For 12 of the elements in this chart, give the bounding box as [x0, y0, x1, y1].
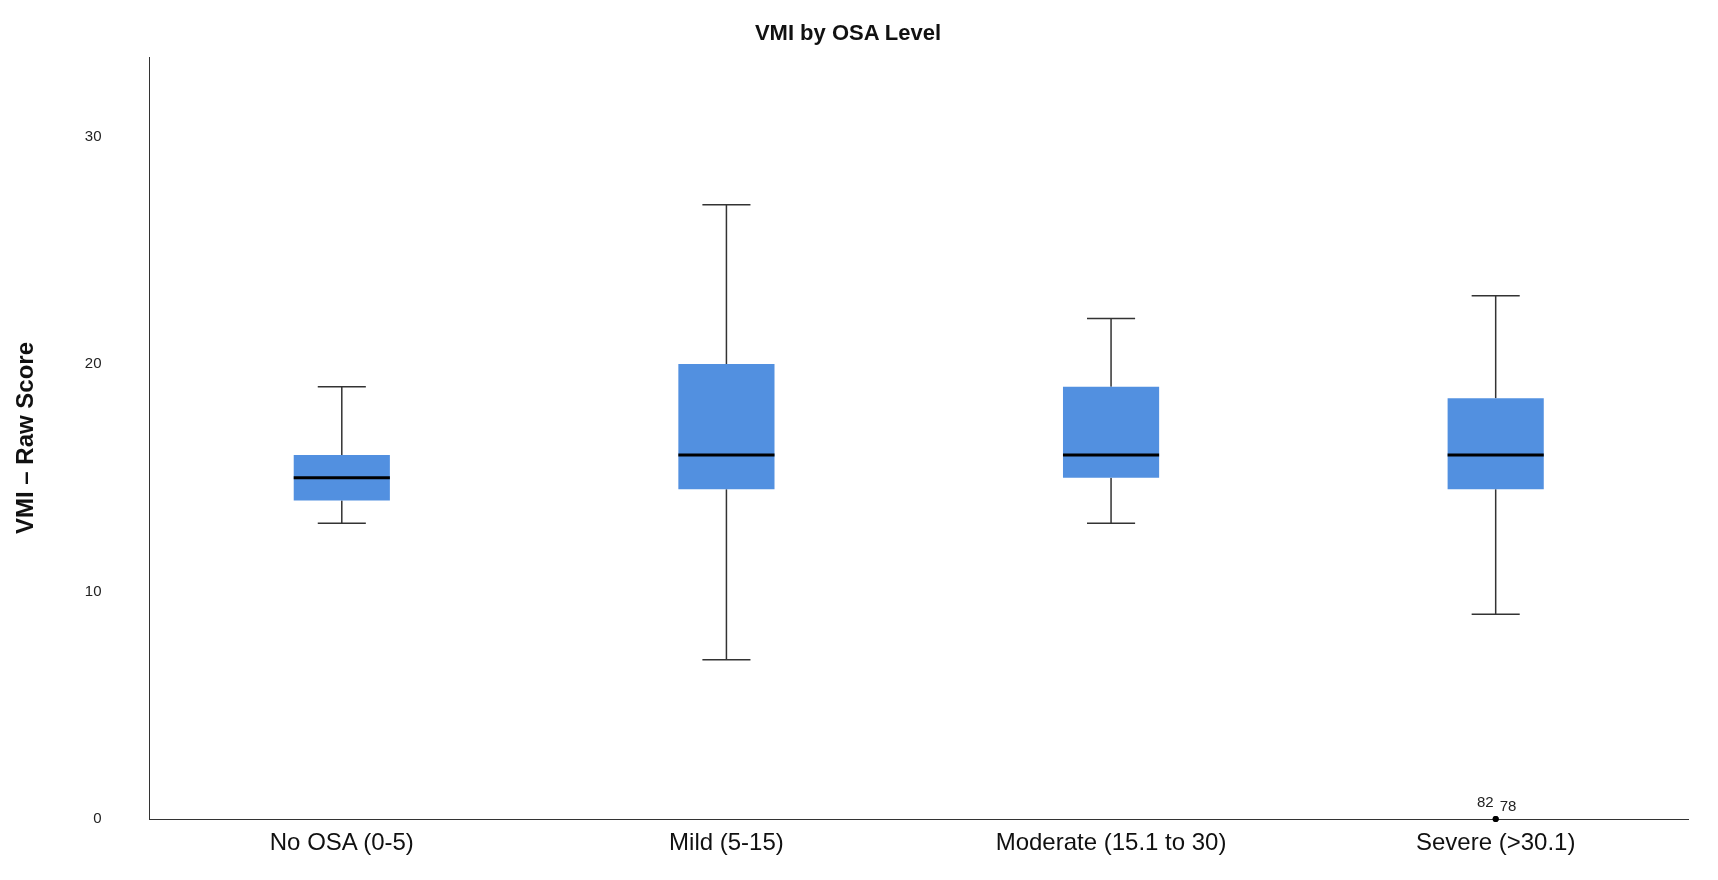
annotation: 78 — [1499, 797, 1517, 814]
y-tick-label: 30 — [84, 126, 102, 144]
x-tick-label: No OSA (0-5) — [269, 828, 414, 856]
x-tick-label: Severe (>30.1) — [1415, 828, 1576, 856]
y-tick-label: 10 — [84, 581, 102, 599]
x-tick-label: Mild (5-15) — [669, 828, 784, 856]
y-axis-title: VMI – Raw Score — [11, 341, 39, 535]
y-tick-label: 0 — [93, 809, 102, 827]
y-tick-label: 20 — [84, 354, 102, 372]
x-tick-label: Moderate (15.1 to 30) — [995, 828, 1227, 856]
annotation: 82 — [1477, 793, 1494, 810]
chart-title: VMI by OSA Level — [754, 19, 942, 45]
